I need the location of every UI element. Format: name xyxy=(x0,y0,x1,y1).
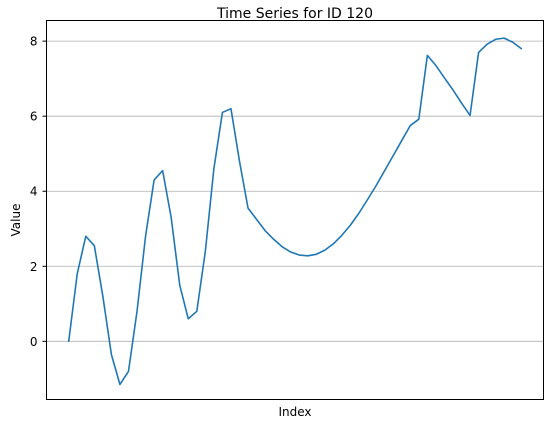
y-axis-label: Value xyxy=(9,204,23,237)
plot-frame xyxy=(46,20,544,400)
x-axis-label: Index xyxy=(278,405,311,419)
series-line xyxy=(67,37,523,386)
y-tick-label: 4 xyxy=(30,185,38,199)
y-tick-label: 2 xyxy=(30,260,38,274)
y-tick-label: 8 xyxy=(30,35,38,49)
y-tick-label: 0 xyxy=(30,335,38,349)
y-tick-label: 6 xyxy=(30,110,38,124)
series-layer xyxy=(67,37,523,386)
grid-layer xyxy=(46,40,544,342)
y-tick-layer: 0 2 4 6 8 xyxy=(30,35,47,349)
chart-title: Time Series for ID 120 xyxy=(216,6,373,22)
